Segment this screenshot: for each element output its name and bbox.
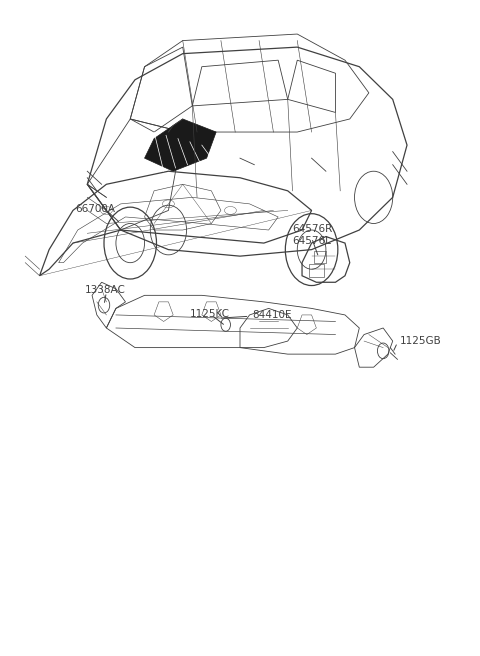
Bar [309, 264, 324, 277]
Text: 64576R
64576L: 64576R 64576L [292, 224, 333, 247]
Text: 84410E: 84410E [252, 310, 291, 320]
Text: 1125GB: 1125GB [400, 336, 442, 346]
Polygon shape [144, 119, 216, 171]
Bar [314, 251, 326, 262]
Text: 1125KC: 1125KC [190, 308, 230, 319]
Text: 1338AC: 1338AC [85, 285, 126, 295]
Text: 66700A: 66700A [75, 204, 115, 214]
